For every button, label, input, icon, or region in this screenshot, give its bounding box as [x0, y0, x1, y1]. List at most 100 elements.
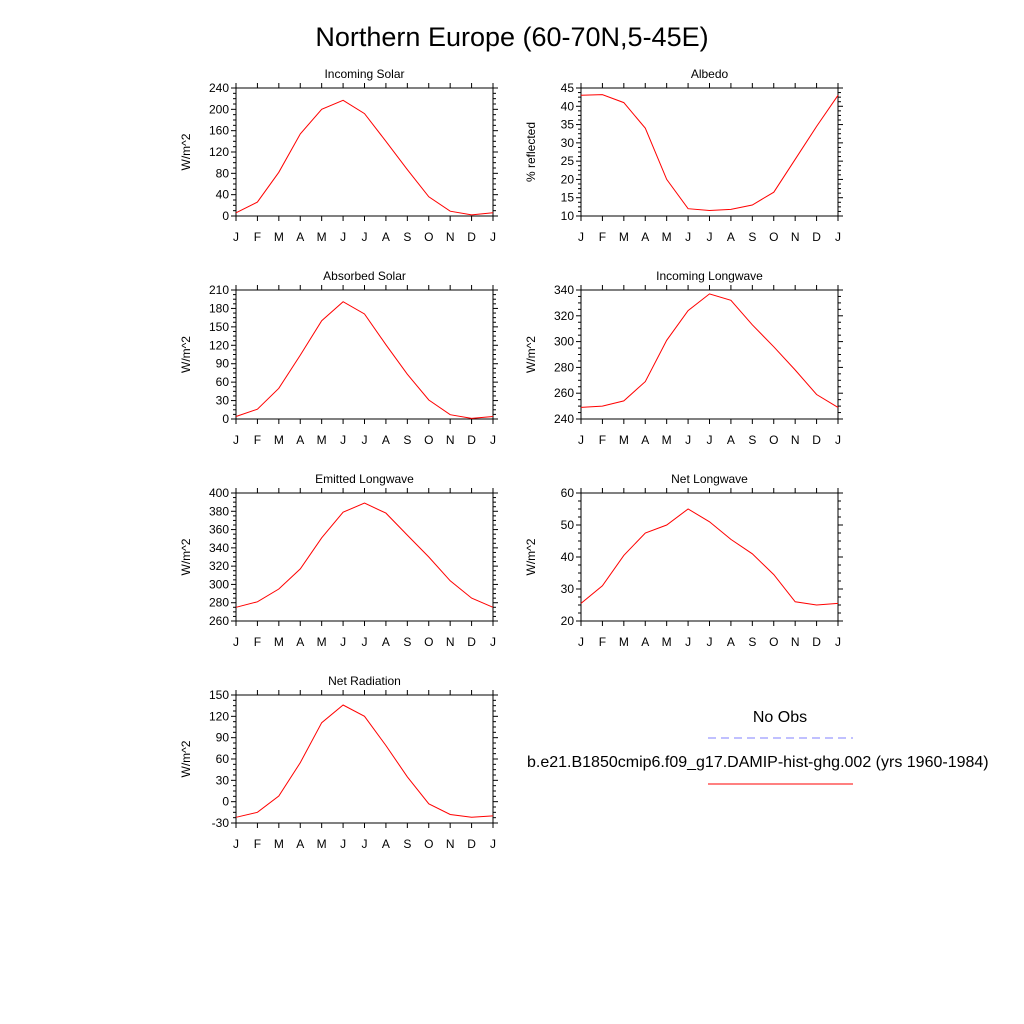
y-axis-label: W/m^2 [179, 336, 193, 373]
x-tick-label: M [317, 433, 327, 447]
x-tick-label: A [382, 635, 390, 649]
y-tick-label: 340 [209, 541, 229, 555]
x-tick-label: O [424, 635, 433, 649]
y-tick-label: 400 [209, 486, 229, 500]
y-tick-label: 80 [216, 166, 230, 180]
x-tick-label: J [835, 230, 841, 244]
y-tick-label: 60 [216, 375, 230, 389]
x-tick-label: O [424, 837, 433, 851]
y-tick-label: 30 [561, 582, 575, 596]
x-tick-label: J [578, 635, 584, 649]
y-axis-label: W/m^2 [179, 740, 193, 777]
y-tick-label: 150 [209, 688, 229, 702]
x-tick-label: J [578, 230, 584, 244]
x-tick-label: J [490, 635, 496, 649]
y-tick-label: 40 [561, 99, 575, 113]
x-tick-label: M [274, 837, 284, 851]
x-tick-label: J [578, 433, 584, 447]
x-tick-label: D [467, 230, 476, 244]
x-tick-label: M [619, 433, 629, 447]
series-line-model [580, 94, 839, 212]
series-line-model [235, 502, 494, 608]
y-axis-label: W/m^2 [179, 133, 193, 170]
y-tick-label: 30 [216, 394, 230, 408]
x-tick-label: M [317, 230, 327, 244]
plot-frame [235, 87, 494, 217]
x-tick-label: J [340, 837, 346, 851]
x-tick-label: J [340, 433, 346, 447]
y-tick-label: 20 [561, 172, 575, 186]
y-tick-label: 10 [561, 209, 575, 223]
x-tick-label: F [599, 230, 606, 244]
panel-incoming-longwave: Incoming Longwave W/m^2 240 260 280 300 320 340… [524, 269, 843, 447]
y-tick-label: 15 [561, 191, 575, 205]
x-tick-label: M [274, 433, 284, 447]
y-tick-label: -30 [212, 816, 230, 830]
x-tick-label: J [233, 230, 239, 244]
y-tick-label: 280 [554, 360, 574, 374]
y-tick-label: 45 [561, 81, 575, 95]
x-tick-label: F [254, 230, 261, 244]
x-tick-label: M [274, 230, 284, 244]
x-tick-label: M [317, 635, 327, 649]
y-tick-label: 340 [554, 283, 574, 297]
y-tick-label: 320 [554, 309, 574, 323]
y-tick-label: 120 [209, 145, 229, 159]
y-tick-label: 300 [209, 577, 229, 591]
x-tick-label: S [403, 635, 411, 649]
x-tick-label: M [274, 635, 284, 649]
x-tick-label: F [599, 635, 606, 649]
x-tick-label: N [446, 837, 455, 851]
x-tick-label: A [296, 635, 304, 649]
x-tick-label: S [748, 635, 756, 649]
legend: No Obs b.e21.B1850cmip6.f09_g17.DAMIP-hi… [527, 709, 989, 785]
x-tick-label: A [296, 230, 304, 244]
x-tick-label: J [490, 837, 496, 851]
x-tick-label: J [707, 433, 713, 447]
x-tick-label: J [233, 837, 239, 851]
x-tick-label: M [662, 635, 672, 649]
x-tick-label: M [662, 433, 672, 447]
x-tick-label: A [641, 433, 649, 447]
y-tick-label: 90 [216, 731, 230, 745]
x-tick-label: J [490, 230, 496, 244]
legend-obs-label: No Obs [753, 709, 807, 726]
x-tick-label: O [424, 230, 433, 244]
y-tick-label: 30 [561, 136, 575, 150]
y-tick-label: 210 [209, 283, 229, 297]
y-axis-label: W/m^2 [179, 538, 193, 575]
x-tick-label: A [641, 230, 649, 244]
y-tick-label: 160 [209, 124, 229, 138]
y-tick-label: 360 [209, 523, 229, 537]
x-tick-label: J [362, 635, 368, 649]
y-tick-label: 120 [209, 338, 229, 352]
x-tick-label: J [362, 433, 368, 447]
x-tick-label: J [685, 635, 691, 649]
series-line-model [580, 293, 839, 408]
y-tick-label: 90 [216, 357, 230, 371]
plot-frame [235, 492, 494, 622]
y-tick-label: 40 [216, 188, 230, 202]
y-tick-label: 260 [554, 386, 574, 400]
series-line-model [235, 301, 494, 419]
x-tick-label: J [707, 635, 713, 649]
x-tick-label: J [340, 635, 346, 649]
plot-frame [580, 289, 839, 420]
panel-absorbed-solar: Absorbed Solar W/m^2 0 30 60 90 120 150 180 210 J F… [179, 269, 498, 447]
panel-title: Incoming Longwave [656, 269, 763, 283]
y-tick-label: 35 [561, 118, 575, 132]
y-tick-label: 120 [209, 709, 229, 723]
panel-title: Absorbed Solar [323, 269, 406, 283]
x-tick-label: M [662, 230, 672, 244]
legend-model-label: b.e21.B1850cmip6.f09_g17.DAMIP-hist-ghg.… [527, 754, 989, 771]
x-tick-label: J [233, 433, 239, 447]
x-tick-label: N [446, 230, 455, 244]
x-tick-label: A [296, 837, 304, 851]
plot-frame [580, 492, 839, 622]
